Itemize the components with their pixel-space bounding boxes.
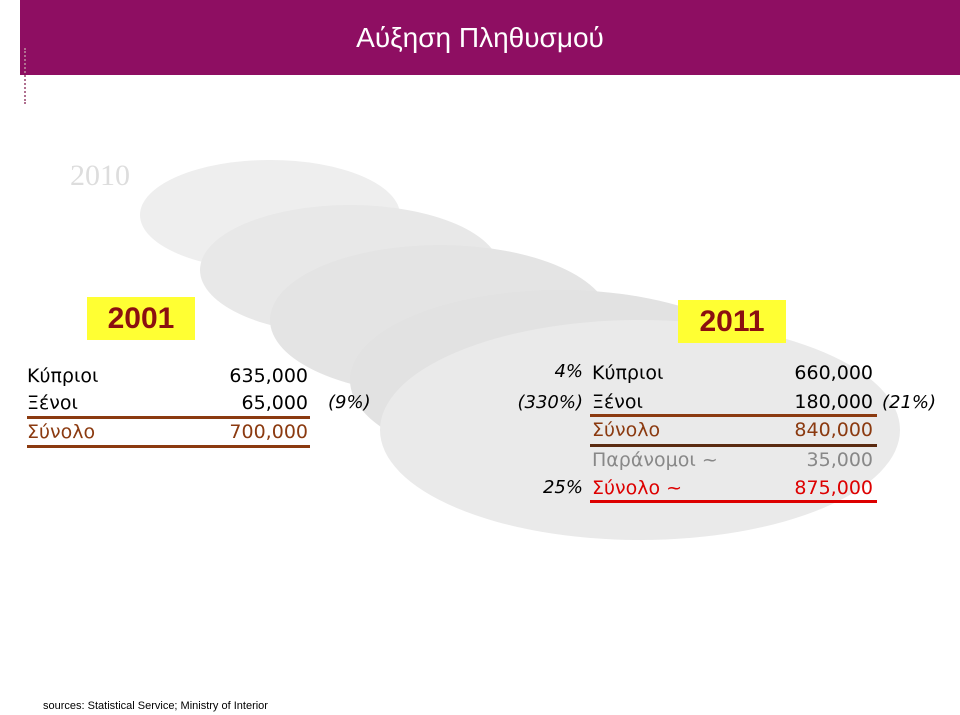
table-row: Σύνολο ~ 875,000 xyxy=(592,476,873,500)
rule xyxy=(590,444,877,447)
table-row: Σύνολο 700,000 xyxy=(27,420,308,444)
table-row: Ξένοι 180,000 xyxy=(592,390,873,414)
row-value: 180,000 xyxy=(794,391,873,413)
year-2001: 2001 xyxy=(87,297,195,340)
note: (21%) xyxy=(882,392,937,413)
row-label: Κύπριοι xyxy=(27,365,99,387)
growth: 4% xyxy=(554,361,583,382)
table-row: Παράνομοι ~ 35,000 xyxy=(592,448,873,472)
row-value: 700,000 xyxy=(229,421,308,443)
table-row: Κύπριοι 635,000 xyxy=(27,364,308,388)
row-value: 635,000 xyxy=(229,365,308,387)
title: Αύξηση Πληθυσμού xyxy=(356,22,604,53)
year-2011: 2011 xyxy=(678,300,786,343)
rule xyxy=(27,445,310,448)
row-value: 660,000 xyxy=(794,362,873,384)
row-label: Κύπριοι xyxy=(592,362,664,384)
rule xyxy=(590,500,877,503)
table-row: Ξένοι 65,000 xyxy=(27,391,308,415)
row-label: Παράνομοι ~ xyxy=(592,449,718,471)
row-value: 35,000 xyxy=(806,449,873,471)
row-value: 875,000 xyxy=(794,477,873,499)
row-value: 840,000 xyxy=(794,419,873,441)
footer: sources: Statistical Service; Ministry o… xyxy=(43,700,268,712)
row-label: Σύνολο ~ xyxy=(592,477,683,499)
row-label: Ξένοι xyxy=(592,391,643,413)
growth: 25% xyxy=(542,477,583,498)
header-bar xyxy=(20,0,960,75)
row-label: Σύνολο xyxy=(592,419,661,441)
row-label: Σύνολο xyxy=(27,421,96,443)
row-label: Ξένοι xyxy=(27,392,78,414)
table-row: Σύνολο 840,000 xyxy=(592,418,873,442)
note: (9%) xyxy=(328,392,371,413)
rule xyxy=(27,416,310,419)
rule xyxy=(590,414,877,417)
table-row: Κύπριοι 660,000 xyxy=(592,361,873,385)
row-value: 65,000 xyxy=(241,392,308,414)
svg-text:2010: 2010 xyxy=(70,159,130,192)
dotted-line xyxy=(24,48,26,104)
growth: (330%) xyxy=(517,392,583,413)
